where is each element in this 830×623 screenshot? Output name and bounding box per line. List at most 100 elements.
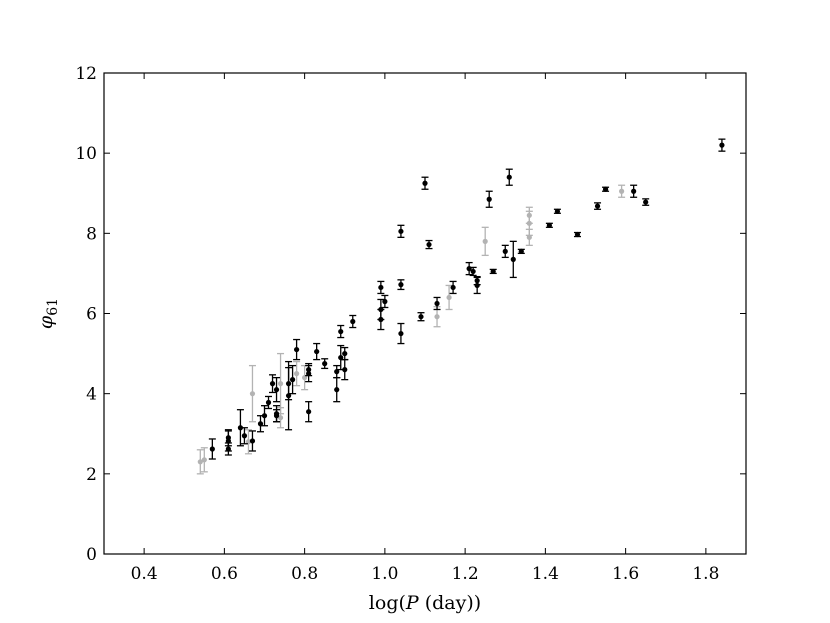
x-tick-label: 1.4: [532, 564, 559, 584]
data-point: [525, 228, 533, 247]
data-point: [200, 447, 208, 473]
point-marker: [277, 381, 284, 387]
data-point: [236, 409, 244, 447]
data-point: [305, 362, 313, 377]
data-point: [630, 184, 638, 198]
point-marker: [273, 387, 280, 393]
point-marker: [197, 459, 203, 465]
data-point: [285, 366, 293, 401]
data-point: [433, 296, 441, 311]
point-marker: [470, 268, 476, 275]
point-marker: [241, 433, 248, 439]
axis-ticks: 0.4 0.6 0.8 1.0 1.2 1.4 1.6 1.8 0 2 4 6 8 10 12: [75, 64, 746, 584]
point-marker: [450, 284, 456, 291]
data-point: [377, 280, 385, 295]
data-point: [553, 208, 561, 214]
y-tick-label: 2: [86, 465, 97, 485]
point-marker: [273, 413, 280, 419]
y-tick-label: 0: [86, 545, 97, 565]
data-point: [333, 364, 341, 379]
data-point: [449, 280, 457, 295]
data-point: [333, 376, 341, 403]
point-marker: [350, 318, 356, 325]
point-marker: [434, 300, 440, 307]
data-point: [224, 429, 232, 447]
x-tick-label: 0.8: [291, 564, 318, 584]
point-marker: [302, 375, 308, 381]
y-axis-label: φ61: [35, 298, 61, 329]
point-marker: [334, 387, 340, 393]
point-marker: [257, 421, 264, 427]
point-marker: [334, 369, 340, 375]
data-point: [718, 138, 726, 152]
y-axis-label-sub: 61: [45, 298, 61, 316]
data-point: [269, 374, 277, 394]
data-point: [293, 338, 301, 361]
data-point: [293, 360, 301, 387]
point-marker: [490, 268, 496, 275]
point-marker: [422, 180, 428, 186]
data-point: [505, 168, 513, 186]
data-point: [397, 279, 405, 291]
data-point: [337, 324, 345, 339]
point-marker: [378, 284, 384, 291]
point-marker: [434, 314, 440, 320]
point-marker: [306, 367, 312, 373]
data-point: [602, 186, 610, 192]
data-point: [445, 284, 453, 311]
point-marker: [265, 399, 272, 406]
y-tick-label: 6: [86, 305, 97, 325]
series-group: [208, 138, 726, 460]
point-marker: [294, 371, 300, 377]
data-point: [273, 409, 281, 423]
data-point: [473, 276, 481, 295]
point-marker: [446, 294, 452, 301]
x-tick-label: 0.6: [211, 564, 238, 584]
data-point: [208, 438, 216, 460]
point-marker: [306, 409, 312, 415]
point-marker: [510, 256, 516, 262]
point-marker: [643, 199, 649, 205]
data-point: [321, 358, 329, 370]
point-marker: [209, 446, 215, 452]
data-point: [517, 248, 525, 255]
data-point: [642, 198, 650, 206]
point-marker: [719, 142, 725, 148]
x-tick-label: 0.4: [131, 564, 158, 584]
data-point: [397, 322, 405, 345]
data-point: [573, 231, 581, 238]
plot-frame: [103, 72, 747, 555]
point-marker: [398, 228, 404, 234]
data-point: [305, 401, 313, 423]
data-point: [313, 342, 321, 361]
point-marker: [269, 381, 276, 387]
x-tick-label: 1.2: [452, 564, 479, 584]
point-marker: [518, 248, 524, 254]
point-marker: [294, 346, 300, 353]
data-point: [421, 176, 429, 190]
point-marker: [322, 361, 328, 367]
point-marker: [225, 446, 231, 452]
point-marker: [249, 438, 256, 444]
data-point: [469, 266, 477, 277]
data-point: [381, 294, 389, 309]
point-marker: [418, 314, 424, 320]
data-point: [248, 430, 256, 452]
point-marker: [574, 231, 581, 238]
point-marker: [382, 298, 388, 305]
data-point: [349, 314, 357, 329]
point-marker: [631, 188, 637, 194]
point-marker: [277, 415, 284, 421]
data-point: [248, 364, 256, 423]
x-axis-label: log(P (day)): [369, 592, 481, 614]
data-point: [397, 224, 405, 238]
x-axis-label-post: (day)): [419, 592, 482, 614]
x-axis-label-var: P: [405, 592, 420, 614]
data-point: [545, 222, 553, 228]
data-point: [256, 415, 264, 433]
point-marker: [398, 330, 404, 337]
point-marker: [594, 203, 601, 209]
point-marker: [526, 234, 532, 240]
point-marker: [285, 381, 292, 387]
